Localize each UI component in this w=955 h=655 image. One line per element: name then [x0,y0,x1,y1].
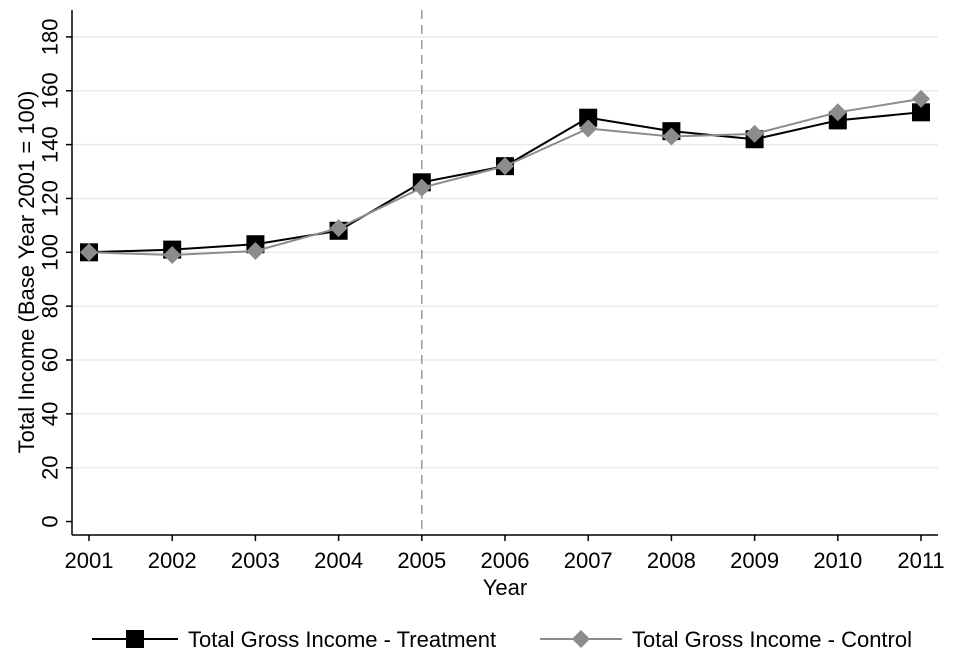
y-tick-label-0: 0 [38,515,63,527]
y-tick-label-140: 140 [38,126,63,163]
legend: Total Gross Income - Treatment Total Gros… [92,627,912,652]
point-control-2003 [246,241,265,260]
point-treatment-2007 [579,108,598,127]
legend-marker-treatment [126,630,144,648]
x-tick-label-2010: 2010 [813,548,862,573]
x-tick-label-2004: 2004 [314,548,363,573]
axes [71,10,938,536]
point-control-2006 [496,157,514,176]
x-tick-label-2003: 2003 [231,548,280,573]
gridlines [72,36,938,469]
y-tick-label-60: 60 [38,348,63,372]
point-treatment-2011 [912,103,930,122]
x-tick-label-2011: 2011 [897,548,944,573]
series-line-control [88,97,922,257]
x-tick-label-2007: 2007 [564,548,613,573]
point-control-2007 [579,119,598,138]
legend-label-control: Total Gross Income - Control [632,627,912,652]
x-tick-label-2002: 2002 [148,548,197,573]
y-tick-label-180: 180 [38,19,63,56]
point-control-2009 [745,124,764,143]
x-tick-label-2009: 2009 [730,548,779,573]
point-control-2011 [912,89,930,108]
legend-label-treatment: Total Gross Income - Treatment [188,627,496,652]
point-control-2010 [828,103,847,122]
y-tick-label-120: 120 [38,180,63,217]
y-tick-label-40: 40 [38,402,63,426]
point-control-2002 [163,246,182,264]
x-tick-label-2005: 2005 [397,548,446,573]
x-tick-label-2001: 2001 [65,548,114,573]
point-control-2008 [662,127,681,146]
x-axis-ticks: 2001 2002 2003 2004 2005 2006 2007 2008 2009 2010… [65,535,945,573]
y-tick-label-80: 80 [38,294,63,318]
y-tick-label-160: 160 [38,72,63,109]
series-line-treatment [88,111,922,254]
point-control-2001 [80,243,98,262]
y-tick-label-100: 100 [38,234,63,271]
series-layer [80,89,930,264]
x-tick-label-2008: 2008 [647,548,696,573]
x-tick-label-2006: 2006 [481,548,530,573]
x-axis-title: Year [483,575,527,600]
point-control-2004 [329,219,348,238]
y-tick-label-20: 20 [38,455,63,479]
y-axis-title: Total Income (Base Year 2001 = 100) [14,91,39,454]
y-axis-ticks: 0 20 40 60 80 100 120 140 160 180 [38,19,72,528]
point-control-2005 [412,178,431,197]
legend-marker-control [572,630,590,648]
